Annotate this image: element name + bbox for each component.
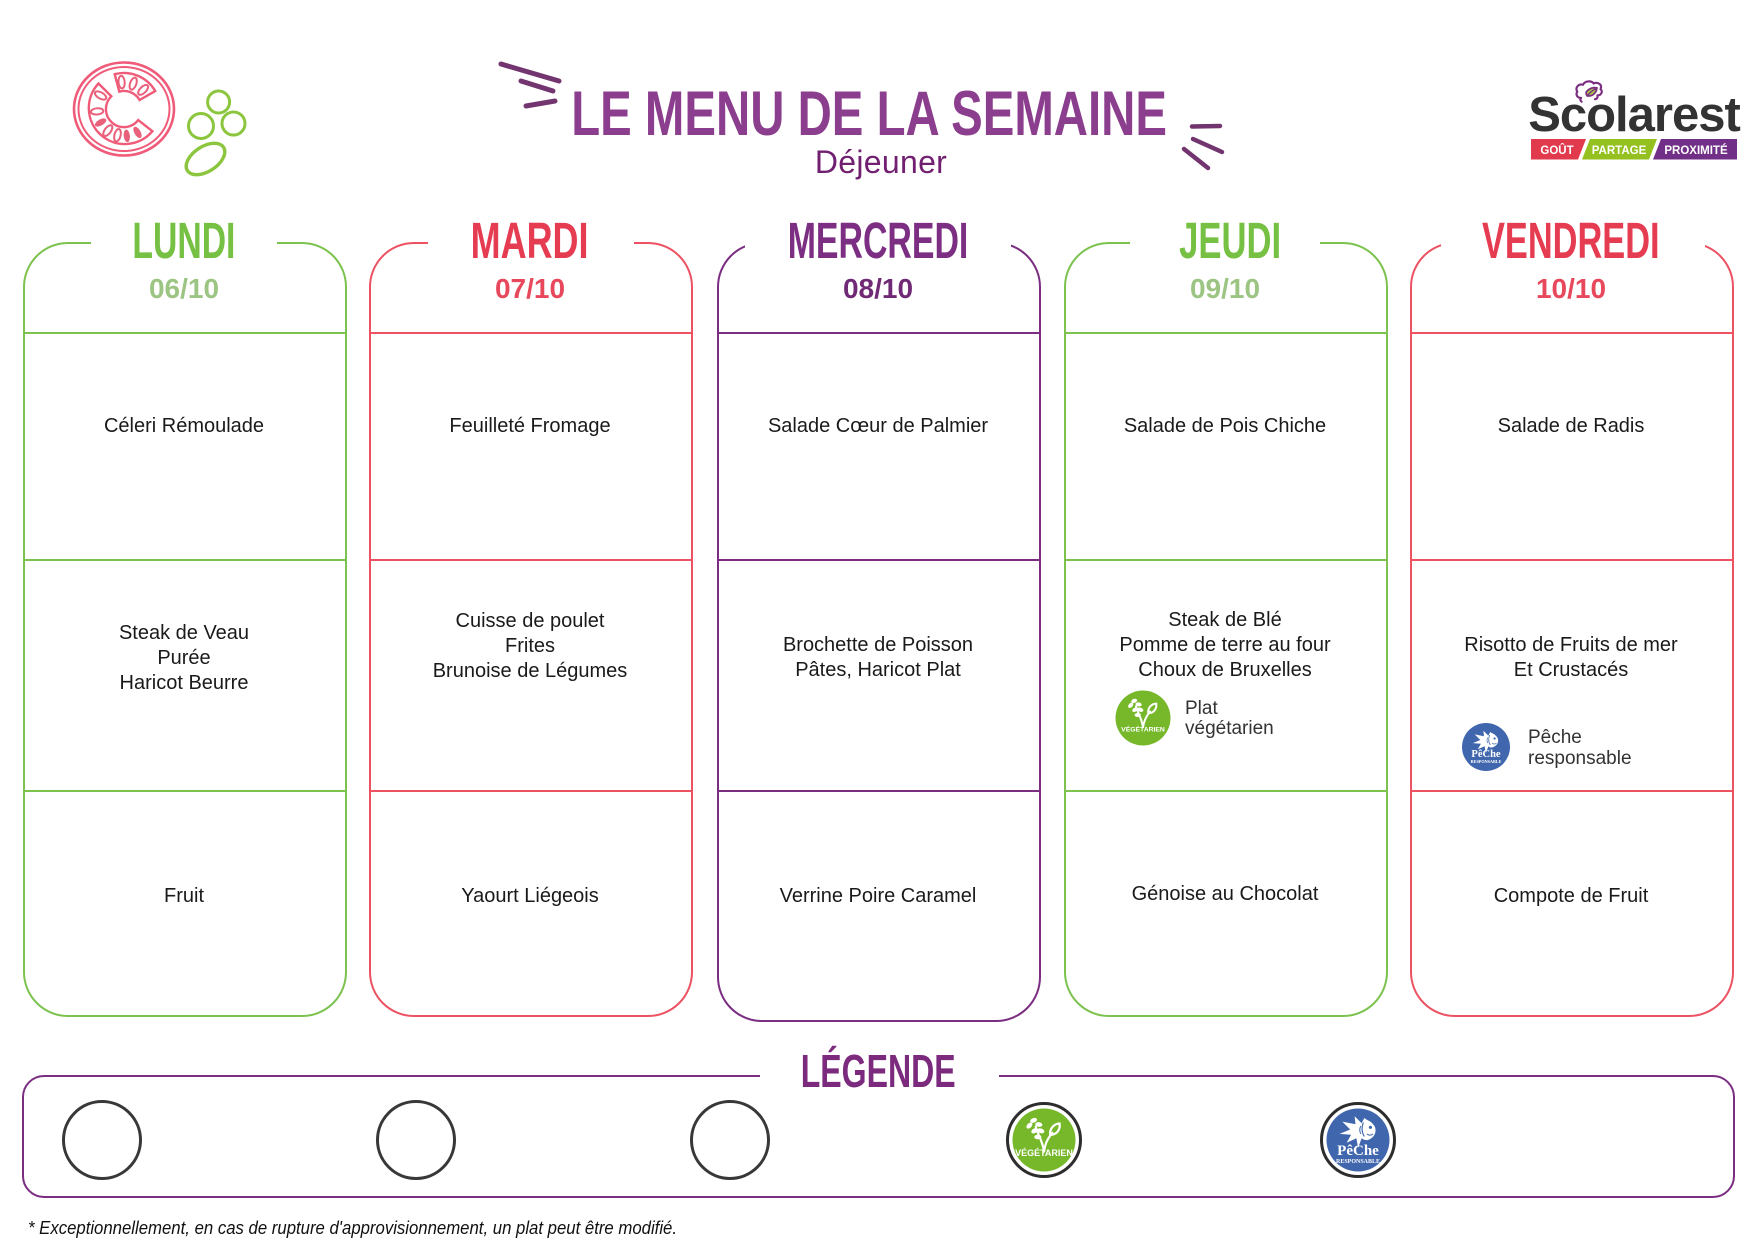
svg-text:PARTAGE: PARTAGE (1592, 145, 1647, 157)
svg-text:VÉGÉTARIEN: VÉGÉTARIEN (1015, 1148, 1073, 1158)
svg-text:RESPONSABLE: RESPONSABLE (1471, 759, 1502, 764)
svg-text:Scolarest: Scolarest (1528, 88, 1740, 142)
svg-text:RESPONSABLE: RESPONSABLE (1336, 1159, 1380, 1165)
svg-text:PêChe: PêChe (1337, 1143, 1379, 1159)
svg-text:PêChe: PêChe (1471, 749, 1500, 760)
svg-text:PROXIMITÉ: PROXIMITÉ (1664, 144, 1728, 157)
svg-text:GOÛT: GOÛT (1540, 144, 1573, 157)
svg-text:VÉGÉTARIEN: VÉGÉTARIEN (1121, 725, 1165, 734)
